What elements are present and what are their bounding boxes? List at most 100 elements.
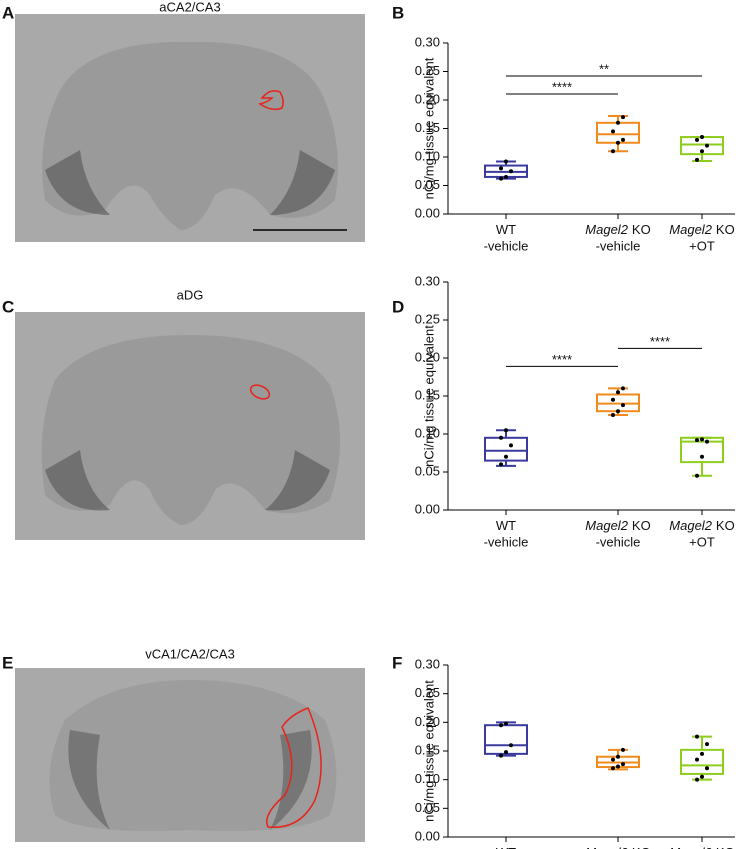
data-point (499, 462, 503, 467)
y-tick-label: 0.15 (415, 387, 440, 402)
data-point (616, 754, 620, 759)
x-tick-label-sub: -vehicle (484, 534, 529, 549)
x-tick-label-italic: Magel2 (669, 222, 712, 237)
y-tick-label: 0.15 (415, 120, 440, 135)
x-tick-label-sub: +OT (689, 238, 715, 253)
x-tick-label: WT (496, 518, 516, 533)
y-tick-label: 0.05 (415, 800, 440, 815)
box (484, 724, 528, 755)
x-tick-label-sub: -vehicle (484, 238, 529, 253)
roi-outline (258, 90, 284, 111)
image-title: aCA2/CA3 (159, 0, 220, 14)
y-tick-label: 0.20 (415, 714, 440, 729)
brain-image (15, 312, 365, 540)
y-axis-title: nCi/mg tissue equivalent (421, 57, 436, 199)
brain-section (42, 41, 338, 230)
significance-label: ** (599, 61, 609, 76)
data-point (700, 751, 704, 756)
y-tick-label: 0.00 (415, 501, 440, 516)
data-point (509, 743, 513, 748)
data-point (705, 439, 709, 444)
significance-label: **** (650, 334, 670, 349)
roi-outline (249, 384, 271, 400)
y-tick-label: 0.10 (415, 771, 440, 786)
x-tick-label-text: KO (716, 845, 735, 849)
brain-image (15, 14, 365, 242)
data-point (695, 157, 699, 162)
data-point (611, 766, 615, 771)
data-point (611, 413, 615, 417)
x-tick-label-text: KO (632, 518, 651, 533)
roi-outline (266, 707, 322, 828)
x-tick-label: Magel2 KO (585, 845, 650, 849)
x-tick-label: Magel2 KO (669, 518, 734, 533)
x-tick-label-italic: Magel2 (585, 845, 628, 849)
x-tick-label-italic: Magel2 (585, 222, 628, 237)
data-point (700, 149, 704, 154)
x-tick-label: WT (496, 845, 516, 849)
image-title: aDG (177, 287, 204, 302)
data-point (621, 747, 625, 752)
x-tick-label-italic: Magel2 (669, 518, 712, 533)
image-title: vCA1/CA2/CA3 (145, 646, 235, 661)
data-point (616, 390, 620, 395)
brain-section (49, 680, 337, 831)
data-point (695, 438, 699, 443)
data-point (616, 764, 620, 769)
x-tick-label: Magel2 KO (669, 845, 734, 849)
data-point (695, 734, 699, 739)
x-tick-label-italic: Magel2 (669, 845, 712, 849)
x-tick-label: Magel2 KO (585, 222, 650, 237)
y-tick-label: 0.30 (415, 273, 440, 288)
x-tick-label-text: KO (632, 845, 651, 849)
y-axis-title: nCi/mg tissue equivalent (421, 325, 436, 467)
data-point (504, 750, 508, 755)
panel-letter: B (392, 3, 404, 22)
data-point (695, 777, 699, 782)
y-tick-label: 0.05 (415, 177, 440, 192)
data-point (621, 762, 625, 767)
x-tick-label-text: KO (716, 518, 735, 533)
y-tick-label: 0.00 (415, 828, 440, 843)
x-tick-label-sub: -vehicle (596, 534, 641, 549)
x-tick-label-sub: +OT (689, 534, 715, 549)
data-point (705, 766, 709, 771)
y-tick-label: 0.05 (415, 463, 440, 478)
x-tick-label-text: KO (716, 222, 735, 237)
x-tick-label-italic: Magel2 (585, 518, 628, 533)
y-tick-label: 0.25 (415, 63, 440, 78)
brain-section (41, 335, 341, 525)
data-point (499, 176, 503, 181)
data-point (509, 443, 513, 448)
data-point (504, 428, 508, 433)
data-point (499, 753, 503, 758)
y-axis-title: nCi/mg tissue equivalent (421, 680, 436, 822)
data-point (611, 397, 615, 402)
significance-label: **** (552, 79, 572, 94)
data-point (504, 159, 508, 164)
data-point (504, 454, 508, 459)
data-point (700, 437, 704, 442)
data-point (705, 742, 709, 747)
y-tick-label: 0.00 (415, 205, 440, 220)
hippocampus-shade (45, 450, 330, 511)
box (596, 121, 640, 144)
x-tick-label-text: KO (632, 222, 651, 237)
panel-letter: D (392, 297, 404, 316)
data-point (611, 757, 615, 762)
x-tick-label-sub: -vehicle (596, 238, 641, 253)
data-point (611, 149, 615, 154)
y-tick-label: 0.10 (415, 148, 440, 163)
y-tick-label: 0.20 (415, 349, 440, 364)
y-tick-label: 0.15 (415, 742, 440, 757)
data-point (504, 721, 508, 726)
data-point (621, 403, 625, 408)
panel-letter: C (2, 297, 14, 316)
data-point (695, 137, 699, 142)
box (484, 436, 528, 462)
data-point (499, 435, 503, 440)
panel-letter: E (2, 653, 13, 672)
panel-letter: F (392, 653, 402, 672)
y-tick-label: 0.25 (415, 311, 440, 326)
